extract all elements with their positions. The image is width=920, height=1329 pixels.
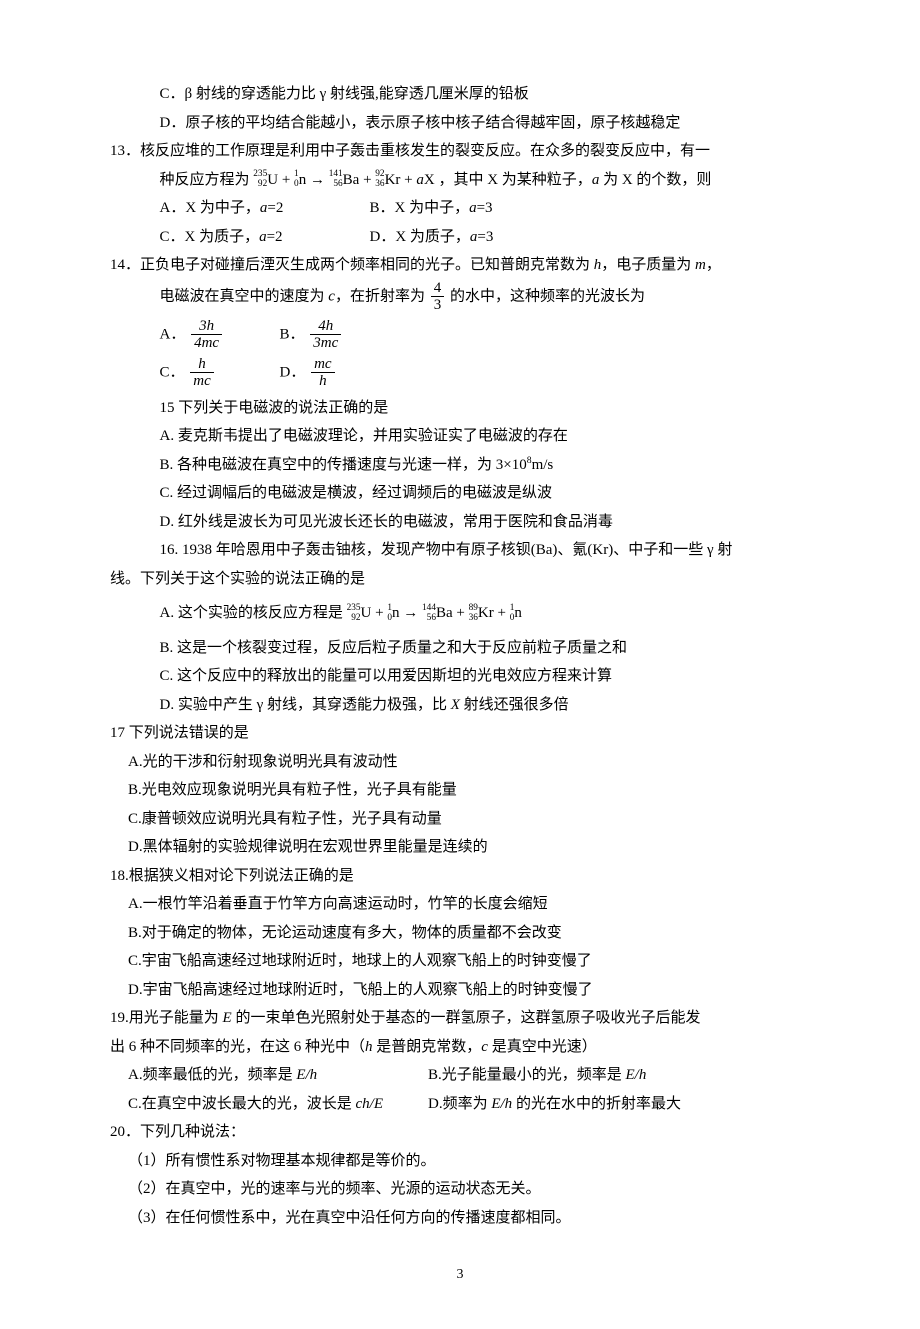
q19-option-d: D.频率为 E/h 的光在水中的折射率最大 xyxy=(428,1090,681,1119)
nuclide-kr92: 9236Kr xyxy=(375,170,400,190)
q17-option-b: B.光电效应现象说明光具有粒子性，光子具有能量 xyxy=(110,776,810,805)
q15-option-b: B. 各种电磁波在真空中的传播速度与光速一样，为 3×108m/s xyxy=(110,451,810,480)
q16-option-c: C. 这个反应中的释放出的能量可以用爱因斯坦的光电效应方程来计算 xyxy=(110,662,810,691)
nuclide-n-c: 10n xyxy=(510,604,522,624)
q20-stem: 20．下列几种说法： xyxy=(110,1118,810,1147)
nuclide-u235: 23592U xyxy=(253,170,278,190)
q19-options-row2: C.在真空中波长最大的光，波长是 ch/E D.频率为 E/h 的光在水中的折射… xyxy=(110,1090,810,1119)
q13-stem-line1: 13．核反应堆的工作原理是利用中子轰击重核发生的裂变反应。在众多的裂变反应中，有… xyxy=(110,137,810,166)
q12-option-c: C．β 射线的穿透能力比 γ 射线强,能穿透几厘米厚的铅板 xyxy=(110,80,810,109)
fraction-4-3: 43 xyxy=(431,280,445,314)
q14-stem-line1: 14．正负电子对碰撞后湮灭生成两个频率相同的光子。已知普朗克常数为 h，电子质量… xyxy=(110,251,810,280)
q16-stem-line2: 线。下列关于这个实验的说法正确的是 xyxy=(110,565,810,594)
q18-option-d: D.宇宙飞船高速经过地球附近时，飞船上的人观察飞船上的时钟变慢了 xyxy=(110,976,810,1005)
q16-stem-line1: 16. 1938 年哈恩用中子轰击铀核，发现产物中有原子核钡(Ba)、氪(Kr)… xyxy=(110,536,810,565)
q13-option-c: C．X 为质子，a=2 xyxy=(160,223,370,252)
q14-stem-line2: 电磁波在真空中的速度为 c，在折射率为 43 的水中，这种频率的光波长为 xyxy=(110,280,810,314)
q14-option-a: A． 3h4mc xyxy=(160,318,280,352)
q17-option-a: A.光的干涉和衍射现象说明光具有波动性 xyxy=(110,748,810,777)
plus-3: + xyxy=(404,172,412,188)
q14-option-b: B． 4h3mc xyxy=(280,318,400,352)
q19-stem-line2: 出 6 种不同频率的光，在这 6 种光中（h 是普朗克常数，c 是真空中光速） xyxy=(110,1033,810,1062)
var-a: a xyxy=(416,172,424,188)
nuclide-ba141: 14156Ba xyxy=(329,170,360,190)
nuclide-n-b: 10n xyxy=(387,604,399,624)
q19-option-c: C.在真空中波长最大的光，波长是 ch/E xyxy=(128,1090,428,1119)
q13-option-d: D．X 为质子，a=3 xyxy=(370,223,494,252)
nuclide-kr89: 8936Kr xyxy=(469,604,494,624)
q13-stem-2a: 种反应方程为 xyxy=(160,172,254,188)
q15-option-c: C. 经过调幅后的电磁波是横波，经过调频后的电磁波是纵波 xyxy=(110,479,810,508)
page-number: 3 xyxy=(110,1262,810,1289)
q13-options-row2: C．X 为质子，a=2 D．X 为质子，a=3 xyxy=(110,223,810,252)
q12-option-d: D．原子核的平均结合能越小，表示原子核中核子结合得越牢固，原子核越稳定 xyxy=(110,109,810,138)
q13-stem-2c: 为 X 的个数，则 xyxy=(599,172,711,188)
q15-option-d: D. 红外线是波长为可见光波长还长的电磁波，常用于医院和食品消毒 xyxy=(110,508,810,537)
q13-option-b: B．X 为中子，a=3 xyxy=(370,194,493,223)
x-sym: X xyxy=(424,172,435,188)
q15-stem: 15 下列关于电磁波的说法正确的是 xyxy=(110,394,810,423)
q19-option-b: B.光子能量最小的光，频率是 E/h xyxy=(428,1061,646,1090)
nuclide-n: 10n xyxy=(294,170,306,190)
nuclide-ba144: 14456Ba xyxy=(422,604,453,624)
q14-option-d: D． mch xyxy=(280,356,400,390)
nuclide-u235-b: 23592U xyxy=(347,604,372,624)
q13-option-a: A．X 为中子，a=2 xyxy=(160,194,370,223)
arrow-1: → xyxy=(310,172,325,188)
q18-stem: 18.根据狭义相对论下列说法正确的是 xyxy=(110,862,810,891)
q17-option-c: C.康普顿效应说明光具有粒子性，光子具有动量 xyxy=(110,805,810,834)
q16-option-a: A. 这个实验的核反应方程是 23592U + 10n → 14456Ba + … xyxy=(110,599,810,628)
q17-option-d: D.黑体辐射的实验规律说明在宏观世界里能量是连续的 xyxy=(110,833,810,862)
q16-option-d: D. 实验中产生 γ 射线，其穿透能力极强，比 X 射线还强很多倍 xyxy=(110,691,810,720)
q16-option-b: B. 这是一个核裂变过程，反应后粒子质量之和大于反应前粒子质量之和 xyxy=(110,634,810,663)
q13-stem-line2: 种反应方程为 23592U + 10n → 14156Ba + 9236Kr +… xyxy=(110,166,810,195)
q19-option-a: A.频率最低的光，频率是 E/h xyxy=(128,1061,428,1090)
q18-option-a: A.一根竹竿沿着垂直于竹竿方向高速运动时，竹竿的长度会缩短 xyxy=(110,890,810,919)
q14-options-row1: A． 3h4mc B． 4h3mc xyxy=(110,318,810,352)
q13-options-row1: A．X 为中子，a=2 B．X 为中子，a=3 xyxy=(110,194,810,223)
q14-options-row2: C． hmc D． mch xyxy=(110,356,810,390)
plus-1: + xyxy=(282,172,290,188)
q18-option-c: C.宇宙飞船高速经过地球附近时，地球上的人观察飞船上的时钟变慢了 xyxy=(110,947,810,976)
q19-options-row1: A.频率最低的光，频率是 E/h B.光子能量最小的光，频率是 E/h xyxy=(110,1061,810,1090)
plus-2: + xyxy=(363,172,371,188)
q14-option-c: C． hmc xyxy=(160,356,280,390)
q15-option-a: A. 麦克斯韦提出了电磁波理论，并用实验证实了电磁波的存在 xyxy=(110,422,810,451)
q17-stem: 17 下列说法错误的是 xyxy=(110,719,810,748)
q20-item-2: （2）在真空中，光的速率与光的频率、光源的运动状态无关。 xyxy=(110,1175,810,1204)
q13-stem-2b: ，其中 X 为某种粒子， xyxy=(438,172,591,188)
q20-item-3: （3）在任何惯性系中，光在真空中沿任何方向的传播速度都相同。 xyxy=(110,1204,810,1233)
q20-item-1: （1）所有惯性系对物理基本规律都是等价的。 xyxy=(110,1147,810,1176)
q19-stem-line1: 19.用光子能量为 E 的一束单色光照射处于基态的一群氢原子，这群氢原子吸收光子… xyxy=(110,1004,810,1033)
q18-option-b: B.对于确定的物体，无论运动速度有多大，物体的质量都不会改变 xyxy=(110,919,810,948)
